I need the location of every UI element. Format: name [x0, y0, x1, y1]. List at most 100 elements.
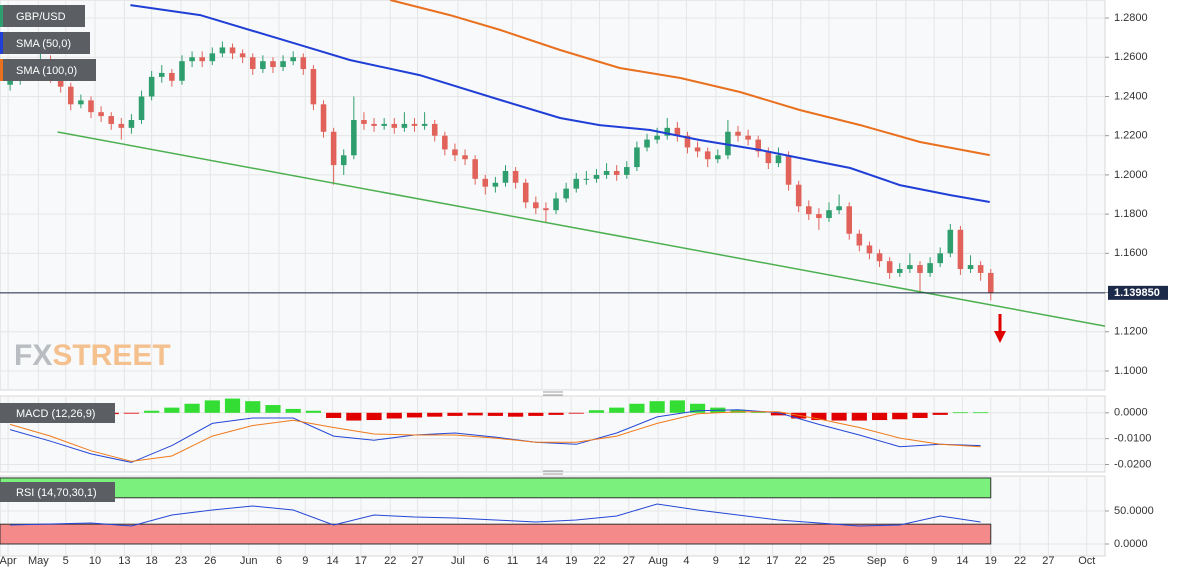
- macd-histogram-bar: [609, 407, 625, 413]
- candle-body: [381, 123, 387, 126]
- macd-histogram-bar: [649, 401, 665, 413]
- rsi-bands: [0, 477, 992, 545]
- y-tick-label: 50.0000: [1114, 505, 1154, 517]
- candle-body: [391, 123, 398, 128]
- marks: [0, 0, 1106, 527]
- x-tick-label: 9: [931, 555, 937, 567]
- candle-body: [249, 57, 256, 70]
- candle-body: [108, 116, 114, 124]
- y-tick-label: 1.1000: [1114, 365, 1148, 377]
- candle-body: [411, 123, 418, 126]
- x-tick-label: 19: [565, 555, 577, 567]
- candle-body: [836, 206, 842, 211]
- candle-body: [179, 61, 185, 81]
- candle-body: [67, 86, 74, 105]
- macd-histogram-bar: [346, 412, 362, 421]
- x-tick-label: 19: [985, 555, 997, 567]
- x-tick-label: Apr: [0, 555, 17, 567]
- x-tick-label: 6: [276, 555, 282, 567]
- y-tick-label: -0.0100: [1114, 433, 1151, 445]
- macd-histogram-bar: [184, 403, 200, 413]
- legend-label: SMA (50,0): [16, 38, 71, 50]
- legend-label: SMA (100,0): [16, 65, 77, 77]
- legend-box: [0, 482, 115, 502]
- macd-histogram-bar: [811, 412, 827, 421]
- candle-body: [219, 47, 226, 54]
- y-tick-label: 1.2200: [1114, 130, 1148, 142]
- x-tick-label: 22: [593, 555, 605, 567]
- macd-histogram-bar: [851, 412, 867, 421]
- x-tick-label: May: [28, 555, 49, 567]
- candle-body: [229, 47, 236, 54]
- x-tick-label: Sep: [867, 555, 887, 567]
- candle-body: [209, 53, 216, 62]
- candle-body: [239, 53, 246, 58]
- oversold-band: [0, 523, 992, 545]
- y-tick-label: 1.1200: [1114, 326, 1148, 338]
- candle-body: [947, 229, 954, 254]
- legend-swatch: [0, 5, 3, 27]
- grid: [0, 0, 1105, 556]
- legend-swatch: [0, 59, 3, 81]
- candle-body: [664, 127, 671, 136]
- macd-histogram-bar: [689, 403, 706, 413]
- macd-histogram-bar: [932, 412, 948, 415]
- candle-body: [806, 206, 812, 215]
- macd-histogram-bar: [588, 410, 605, 413]
- x-tick-label: 9: [713, 555, 719, 567]
- watermark: FX: [14, 339, 52, 372]
- macd-histogram-bar: [973, 412, 989, 414]
- macd-histogram-bar: [366, 412, 382, 421]
- macd-histogram-bar: [487, 412, 503, 416]
- candle-body: [553, 198, 559, 211]
- candle-body: [522, 182, 529, 203]
- x-tick-label: 22: [384, 555, 396, 567]
- macd-histogram-bar: [265, 405, 281, 413]
- candle-body: [654, 135, 660, 140]
- candle-body: [310, 69, 317, 105]
- legend-box: [0, 5, 85, 27]
- legend: GBP/USD SMA (50,0) SMA (100,0) MACD (12,…: [0, 5, 115, 502]
- x-tick-label: 25: [823, 555, 835, 567]
- x-tick-label: Jun: [240, 555, 258, 567]
- candle-body: [128, 120, 135, 128]
- candle-body: [280, 61, 286, 68]
- price-tag: [1108, 285, 1168, 300]
- y-tick-label: 0.0000: [1114, 407, 1148, 419]
- candle-body: [593, 174, 600, 179]
- macd-histogram-bar: [224, 398, 241, 413]
- x-tick-label: 6: [903, 555, 909, 567]
- candle-body: [361, 120, 367, 124]
- candle-body: [158, 72, 165, 77]
- candle-body: [88, 100, 94, 113]
- candle-body: [431, 123, 438, 136]
- candle-body: [421, 123, 428, 126]
- x-tick-label: 5: [63, 555, 69, 567]
- macd-histogram-bar: [568, 412, 584, 414]
- macd-histogram-bar: [305, 410, 321, 413]
- legend-swatch: [0, 32, 3, 54]
- candle-body: [452, 149, 458, 156]
- candle-body: [442, 135, 448, 150]
- x-tick-label: 17: [355, 555, 367, 567]
- legend-box: [0, 403, 115, 423]
- candle-body: [57, 76, 64, 87]
- macd-histogram-bar: [892, 412, 908, 420]
- x-tick-label: 18: [146, 555, 158, 567]
- x-tick-label: 17: [766, 555, 778, 567]
- macd-histogram-bar: [629, 403, 645, 413]
- candle-body: [866, 245, 873, 254]
- candle-body: [927, 263, 933, 273]
- panel-handles: [543, 391, 563, 475]
- candle-body: [977, 265, 984, 273]
- x-tick-label: 6: [483, 555, 489, 567]
- legend-label: MACD (12,26,9): [16, 408, 95, 420]
- candle-body: [199, 57, 205, 62]
- x-tick-label: 13: [118, 555, 130, 567]
- legend-label: GBP/USD: [16, 11, 66, 23]
- candle-body: [492, 182, 499, 187]
- candle-body: [543, 208, 549, 211]
- signal-line: [9, 411, 981, 462]
- candle-body: [634, 147, 640, 168]
- candle-body: [795, 184, 802, 207]
